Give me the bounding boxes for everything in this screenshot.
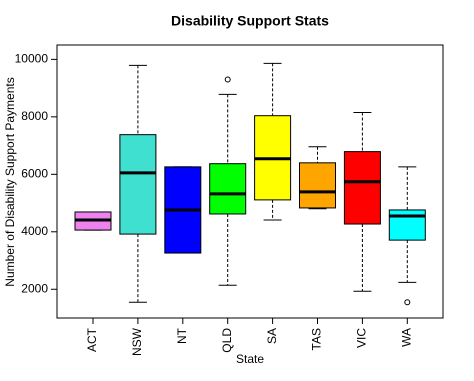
box	[299, 162, 336, 209]
box	[388, 209, 426, 241]
box	[209, 163, 247, 215]
y-axis-label: Number of Disability Support Payments	[3, 77, 17, 286]
box	[119, 134, 157, 235]
y-tick-label: 4000	[21, 224, 48, 238]
x-tick-label: NSW	[130, 327, 144, 356]
y-tick-label: 2000	[21, 281, 48, 295]
x-axis-label: State	[236, 352, 264, 366]
outlier	[404, 299, 411, 306]
x-tick-label: QLD	[220, 328, 234, 353]
x-tick-label: SA	[265, 328, 279, 344]
box	[343, 151, 381, 225]
y-tick-label: 6000	[21, 166, 48, 180]
x-tick-label: ACT	[85, 327, 99, 352]
chart-title: Disability Support Stats	[171, 13, 329, 29]
x-tick-label: NT	[175, 327, 189, 344]
y-tick-label: 10000	[15, 52, 49, 66]
plot-frame	[56, 44, 444, 319]
outlier	[224, 76, 231, 83]
y-tick-label: 8000	[21, 109, 48, 123]
x-tick-label: WA	[399, 328, 413, 347]
x-tick-label: TAS	[310, 328, 324, 350]
x-tick-label: VIC	[355, 328, 369, 348]
